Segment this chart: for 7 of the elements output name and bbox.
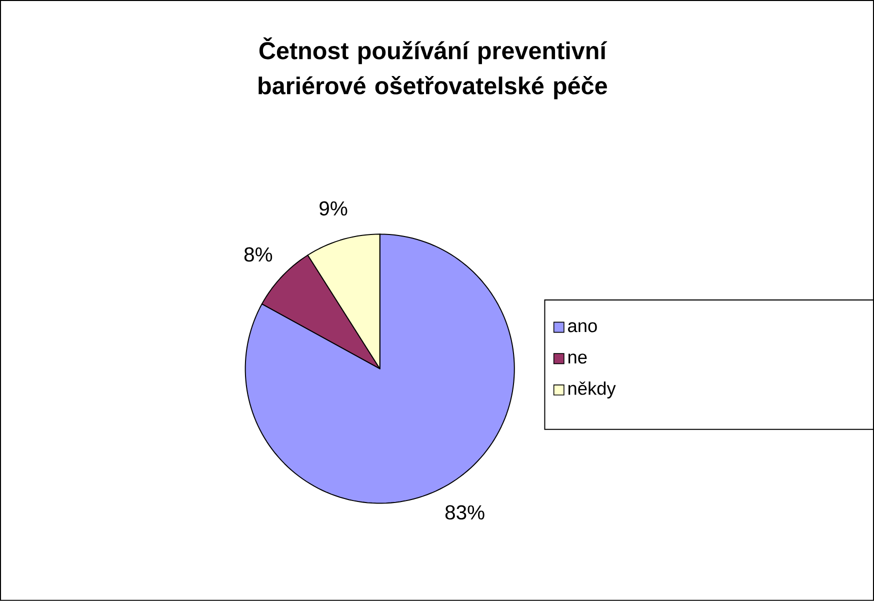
data-label: 9% — [320, 201, 348, 216]
data-label: 8% — [244, 247, 272, 262]
chart-title: Četnost používání preventivní bariérové ošetřovatelské péče — [258, 37, 608, 100]
legend-label: ano — [568, 322, 597, 332]
legend-label: ne — [568, 354, 587, 364]
data-label: 83% — [445, 505, 484, 520]
legend-label: někdy — [568, 382, 616, 399]
